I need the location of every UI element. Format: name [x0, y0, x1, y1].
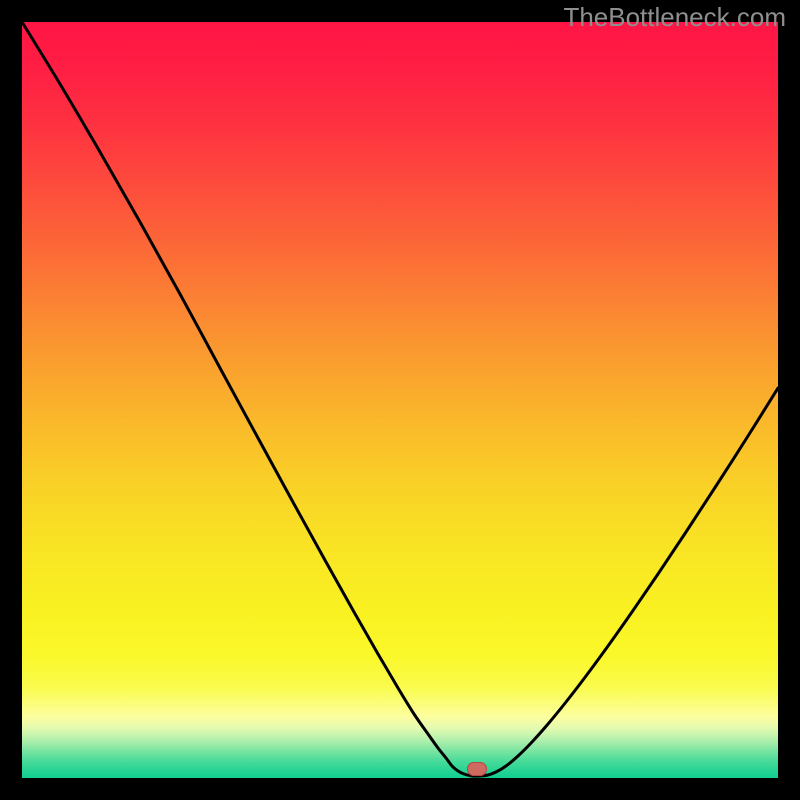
bottleneck-curve — [22, 22, 778, 778]
chart-plot-area — [22, 22, 778, 778]
page-root: { "watermark": { "text": "TheBottleneck.… — [0, 0, 800, 800]
watermark-text: TheBottleneck.com — [563, 2, 786, 33]
curve-path — [22, 22, 778, 776]
optimal-point-marker — [467, 762, 487, 776]
